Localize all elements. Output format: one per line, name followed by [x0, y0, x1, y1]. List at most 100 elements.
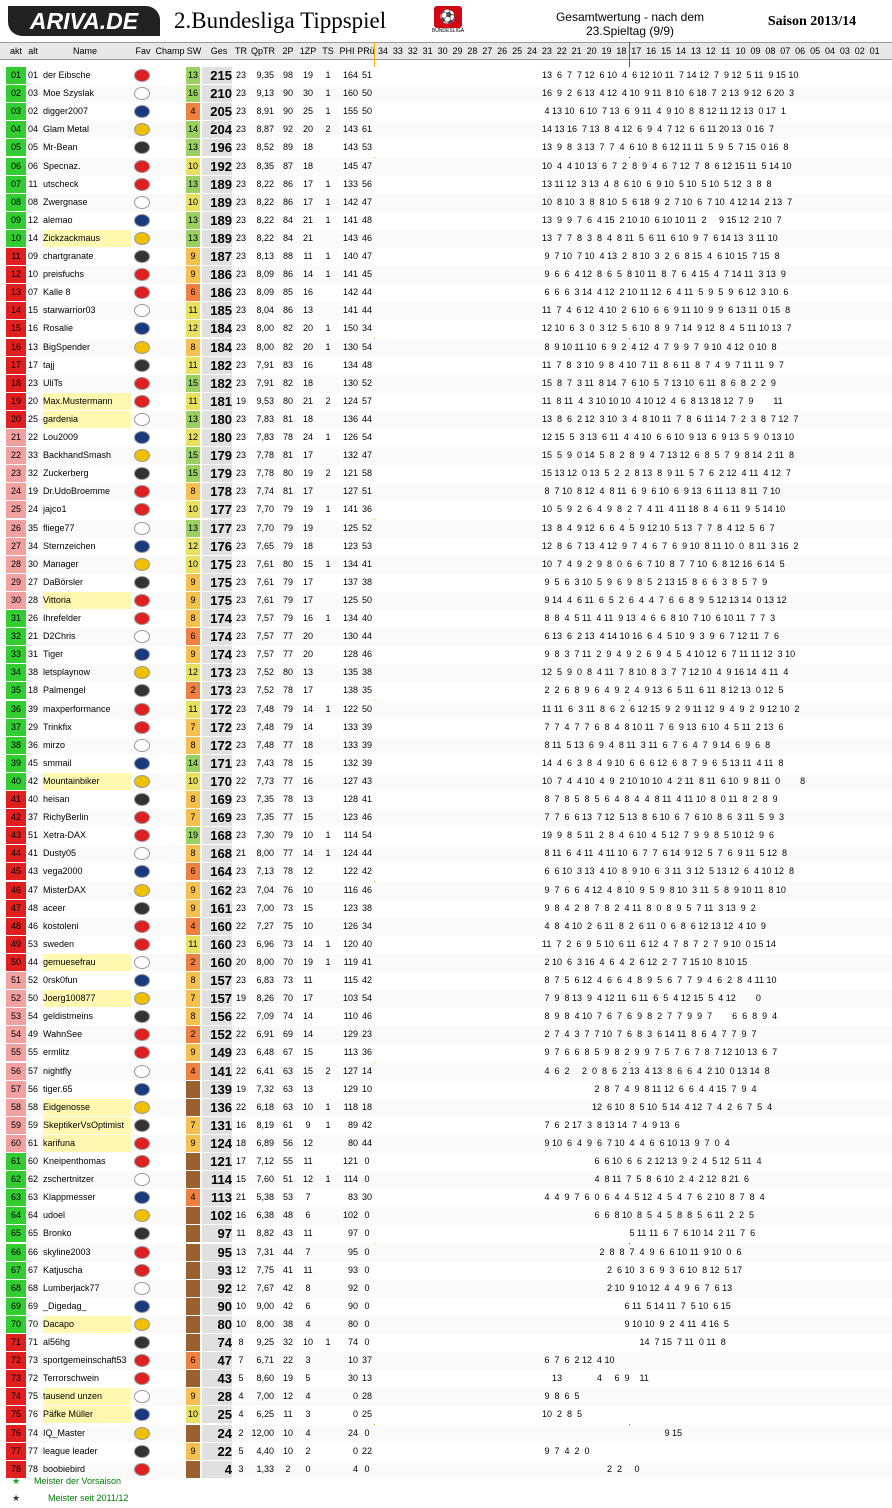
- player-name[interactable]: Kneipenthomas: [43, 1156, 106, 1166]
- player-name[interactable]: 0rsk0fun: [43, 975, 78, 985]
- table-row[interactable]: 49 53 sweden 11 160 23 6,96 73 14 1 120 40 11 7 2 6 …: [0, 935, 892, 954]
- col-matchday[interactable]: 06: [795, 46, 806, 56]
- table-row[interactable]: 36 39 maxperformance 11 172 23 7,48 79 14 1 122 50 1…: [0, 700, 892, 719]
- col-matchday[interactable]: 23: [541, 46, 552, 56]
- col-matchday[interactable]: 33: [392, 46, 403, 56]
- col-matchday[interactable]: 29: [452, 46, 463, 56]
- player-name[interactable]: heisan: [43, 794, 70, 804]
- col-matchday[interactable]: 19: [601, 46, 612, 56]
- table-row[interactable]: 28 30 Manager 10 175 23 7,61 80 15 1 134 41 10 7 4 9…: [0, 555, 892, 574]
- col-akt[interactable]: akt: [9, 46, 22, 56]
- table-row[interactable]: 45 43 vega2000 6 164 23 7,13 78 12 122 42 6 6 10 3…: [0, 863, 892, 882]
- table-row[interactable]: 26 35 fliege77 13 177 23 7,70 79 19 125 52 13 8 4 9…: [0, 519, 892, 538]
- table-row[interactable]: 43 51 Xetra-DAX 19 168 23 7,30 79 10 1 114 54 19 9 8…: [0, 827, 892, 846]
- player-name[interactable]: Sternzeichen: [43, 540, 96, 551]
- col-matchday[interactable]: 15: [661, 46, 672, 56]
- table-row[interactable]: 30 28 Vittoria 9 175 23 7,61 79 17 125 50 9 14 4 6…: [0, 591, 892, 610]
- player-name[interactable]: kostoleni: [43, 920, 79, 931]
- player-name[interactable]: Ihrefelder: [43, 613, 82, 623]
- col-matchday[interactable]: 07: [780, 46, 791, 56]
- table-row[interactable]: 32 21 D2Chris 6 174 23 7,57 77 20 130 44 6 13 6 2 …: [0, 628, 892, 647]
- player-name[interactable]: Vittoria: [43, 591, 131, 609]
- table-row[interactable]: 06 06 Specnaz. 10 192 23 8,35 87 18 145 47 10 4 4 1…: [0, 157, 892, 176]
- col-pru[interactable]: PRü: [357, 46, 375, 56]
- table-row[interactable]: 24 19 Dr.UdoBroemme 8 178 23 7,74 81 17 127 51 8 7…: [0, 483, 892, 502]
- table-row[interactable]: 64 64 udoel 102 16 6,38 48 6 102 0 6 6 8 10 8 5 4…: [0, 1207, 892, 1226]
- player-name[interactable]: letsplaynow: [43, 667, 91, 678]
- col-matchday[interactable]: 28: [467, 46, 478, 56]
- col-alt[interactable]: alt: [28, 46, 38, 56]
- table-row[interactable]: 73 72 Terrorschwein 43 5 8,60 19 5 30 13 13 4 6 9…: [0, 1370, 892, 1389]
- col-matchday[interactable]: 03: [839, 46, 850, 56]
- table-row[interactable]: 08 08 Zwergnase 10 189 23 8,22 86 17 1 142 47 10 8 1…: [0, 193, 892, 212]
- player-name[interactable]: Dacapo: [43, 1315, 131, 1333]
- player-name[interactable]: zschertnitzer: [43, 1174, 95, 1185]
- player-name[interactable]: al56hg: [43, 1337, 71, 1347]
- table-row[interactable]: 02 03 Moe Szyslak 16 210 23 9,13 90 30 1 160 50 16 9…: [0, 85, 892, 104]
- col-matchday[interactable]: 34: [377, 46, 388, 56]
- player-name[interactable]: Specnaz.: [43, 160, 81, 171]
- col-fav[interactable]: Fav: [135, 46, 151, 56]
- table-row[interactable]: 07 11 utscheck 13 189 23 8,22 86 17 1 133 56 13 11 1…: [0, 175, 892, 194]
- table-row[interactable]: 23 32 Zuckerberg 15 179 23 7,78 80 19 2 121 58 15 13…: [0, 465, 892, 484]
- player-name[interactable]: RichyBerlin: [43, 812, 89, 823]
- player-name[interactable]: Päfke Müller: [43, 1406, 131, 1424]
- player-name[interactable]: SkeptikerVsOptimist: [43, 1116, 131, 1134]
- player-name[interactable]: BackhandSmash: [43, 450, 112, 461]
- player-name[interactable]: Glam Metal: [43, 124, 90, 135]
- col-matchday[interactable]: 21: [571, 46, 582, 56]
- player-name[interactable]: league leader: [43, 1445, 98, 1456]
- table-row[interactable]: 33 31 Tiger 9 174 23 7,57 77 20 128 46 9 8 3 7 11 …: [0, 646, 892, 665]
- table-row[interactable]: 22 33 BackhandSmash 15 179 23 7,78 81 17 132 47 15 …: [0, 447, 892, 466]
- col-matchday[interactable]: 13: [690, 46, 701, 56]
- col-matchday[interactable]: 09: [750, 46, 761, 56]
- player-name[interactable]: aceer: [43, 902, 66, 913]
- player-name[interactable]: Dusty05: [43, 848, 77, 859]
- player-name[interactable]: karifuna: [43, 1134, 131, 1152]
- player-name[interactable]: vega2000: [43, 866, 83, 877]
- col-matchday[interactable]: 10: [735, 46, 746, 56]
- table-row[interactable]: 11 09 chartgranate 9 187 23 8,13 88 11 1 140 47 9 7…: [0, 248, 892, 266]
- player-name[interactable]: BigSpender: [43, 341, 91, 352]
- col-matchday[interactable]: 17: [631, 46, 642, 56]
- table-row[interactable]: 15 16 Rosalie 12 184 23 8,00 82 20 1 150 34 12 10 6 …: [0, 320, 892, 339]
- table-row[interactable]: 10 14 Zickzackmaus 13 189 23 8,22 84 21 143 46 13 7…: [0, 229, 892, 248]
- table-row[interactable]: 34 38 letsplaynow 12 173 23 7,52 80 13 135 38 12 5 …: [0, 664, 892, 683]
- player-name[interactable]: starwarrior03: [43, 305, 96, 316]
- col-qptr[interactable]: QpTR: [250, 46, 275, 56]
- col-matchday[interactable]: 25: [512, 46, 523, 56]
- player-name[interactable]: tausend unzen: [43, 1388, 131, 1406]
- col-matchday[interactable]: 14: [675, 46, 686, 56]
- table-row[interactable]: 13 07 Kalle 8 6 186 23 8,09 85 16 142 44 6 6 6 3 1…: [0, 284, 892, 303]
- table-row[interactable]: 47 48 aceer 9 161 23 7,00 73 15 123 38 9 8 4 2 8 7…: [0, 899, 892, 918]
- col-matchday[interactable]: 05: [810, 46, 821, 56]
- table-row[interactable]: 16 13 BigSpender 8 184 23 8,00 82 20 1 130 54 8 9 1…: [0, 338, 892, 357]
- player-name[interactable]: Mountainbiker: [43, 772, 131, 790]
- table-row[interactable]: 71 71 al56hg 74 8 9,25 32 10 1 74 0 14 7 15 7 11 0…: [0, 1334, 892, 1352]
- player-name[interactable]: Xetra-DAX: [43, 830, 87, 841]
- table-row[interactable]: 72 73 sportgemeinschaft53 6 47 7 6,71 22 3 10 37 6…: [0, 1352, 892, 1371]
- table-row[interactable]: 19 20 Max.Mustermann 11 181 19 9,53 80 21 2 124 57 1…: [0, 392, 892, 411]
- player-name[interactable]: digger2007: [43, 106, 89, 117]
- table-row[interactable]: 21 22 Lou2009 12 180 23 7,83 78 24 1 126 54 12 15 5 …: [0, 429, 892, 447]
- player-name[interactable]: WahnSee: [43, 1029, 83, 1040]
- table-row[interactable]: 53 54 geldistmeins 8 156 22 7,09 74 14 110 46 8 9 …: [0, 1008, 892, 1027]
- table-row[interactable]: 27 34 Sternzeichen 12 176 23 7,65 79 18 123 53 12 8…: [0, 537, 892, 556]
- player-name[interactable]: Rosalie: [43, 323, 74, 334]
- col-2p[interactable]: 2P: [282, 46, 294, 56]
- table-row[interactable]: 61 60 Kneipenthomas 121 17 7,12 55 11 121 0 6 6 1…: [0, 1153, 892, 1171]
- col-champ[interactable]: Champ: [155, 46, 185, 56]
- player-name[interactable]: MisterDAX: [43, 884, 87, 895]
- table-row[interactable]: 67 67 Katjuscha 93 12 7,75 41 11 93 0 2 6 10 3 6 …: [0, 1261, 892, 1280]
- col-matchday[interactable]: 04: [824, 46, 835, 56]
- table-row[interactable]: 05 05 Mr-Bean 13 196 23 8,52 89 18 143 53 13 9 8 3 …: [0, 139, 892, 158]
- table-row[interactable]: 38 36 mirzo 8 172 23 7,48 77 18 133 39 8 11 5 13 6…: [0, 736, 892, 755]
- player-name[interactable]: Zickzackmaus: [43, 229, 131, 247]
- player-name[interactable]: geldistmeins: [43, 1011, 94, 1022]
- table-row[interactable]: 69 69 _Digedag_ 90 10 9,00 42 6 90 0 6 11 5 14 11…: [0, 1297, 892, 1316]
- table-row[interactable]: 04 04 Glam Metal 14 204 23 8,87 92 20 2 143 61 14 13…: [0, 121, 892, 140]
- col-sw[interactable]: SW: [186, 46, 202, 56]
- table-row[interactable]: 39 45 smmail 14 171 23 7,43 78 15 132 39 14 4 6 3 8…: [0, 754, 892, 773]
- player-name[interactable]: tiger.65: [43, 1083, 73, 1094]
- table-row[interactable]: 58 58 Eidgenosse 136 22 6,18 63 10 1 118 18 12 6 1…: [0, 1098, 892, 1117]
